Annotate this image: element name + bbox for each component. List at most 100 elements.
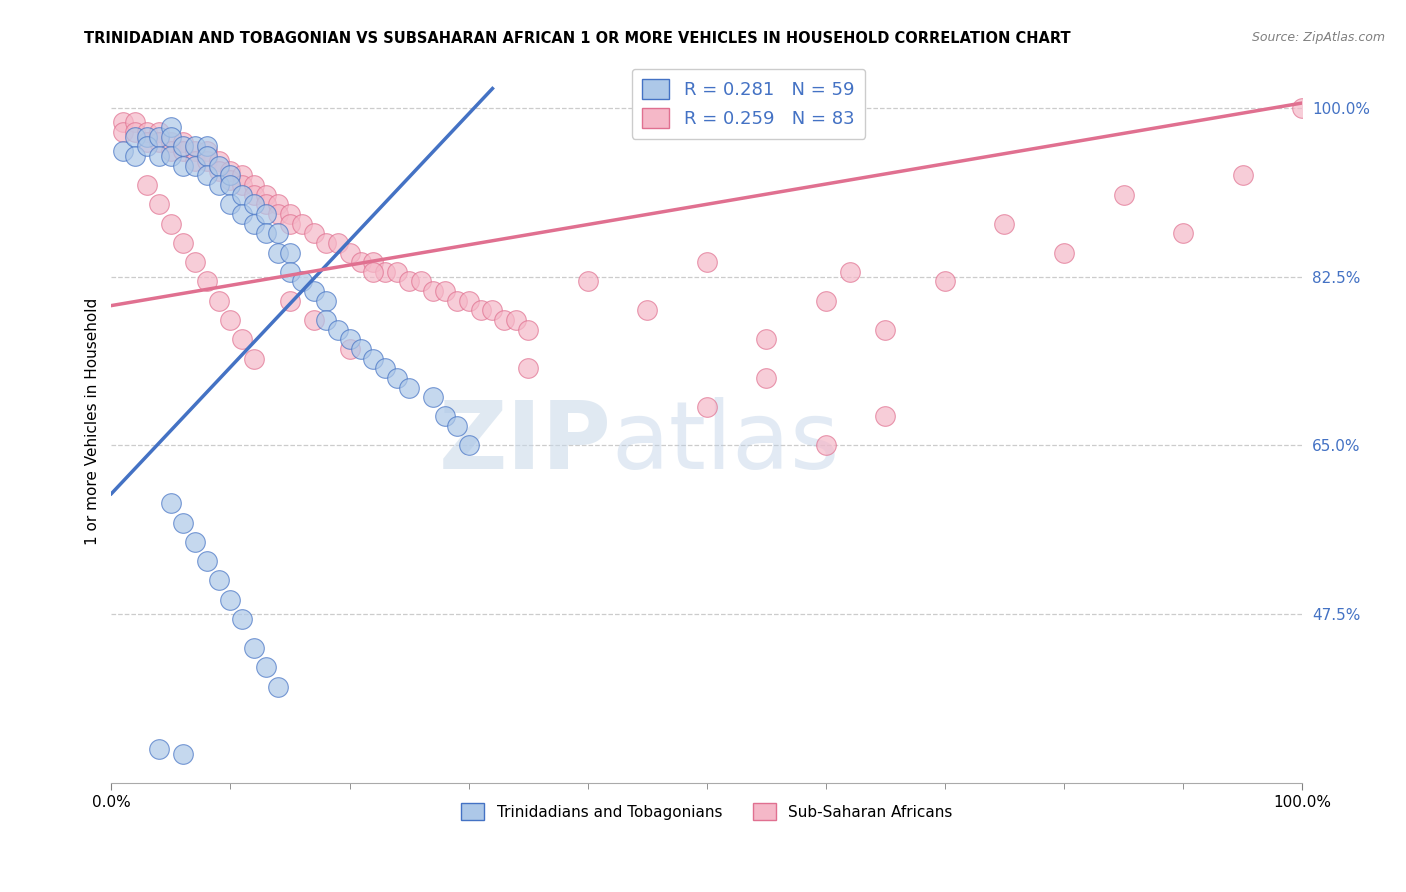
Point (1291, 101, 1313, 115)
Point (1112, 187, 1135, 202)
Text: ZIP: ZIP (439, 397, 612, 489)
Point (422, 284, 444, 298)
Text: TRINIDADIAN AND TOBAGONIAN VS SUBSAHARAN AFRICAN 1 OR MORE VEHICLES IN HOUSEHOLD: TRINIDADIAN AND TOBAGONIAN VS SUBSAHARAN… (84, 31, 1071, 46)
Text: atlas: atlas (612, 397, 839, 489)
Point (278, 217, 301, 231)
Point (409, 275, 432, 289)
Point (148, 125, 170, 139)
Point (339, 245, 361, 260)
Point (184, 255, 207, 269)
Point (195, 554, 218, 568)
Point (398, 380, 420, 394)
Point (387, 371, 409, 385)
Point (446, 419, 468, 434)
Point (470, 303, 492, 318)
Point (219, 169, 242, 183)
Point (993, 217, 1015, 231)
Point (1232, 169, 1254, 183)
Point (231, 187, 253, 202)
Point (219, 178, 242, 192)
Point (243, 178, 266, 192)
Point (243, 351, 266, 366)
Point (875, 409, 897, 424)
Point (124, 125, 146, 139)
Point (231, 178, 253, 192)
Point (195, 149, 218, 163)
Point (494, 313, 516, 327)
Point (112, 125, 135, 139)
Point (278, 207, 301, 221)
Point (231, 332, 253, 346)
Point (243, 187, 266, 202)
Point (112, 145, 135, 159)
Point (457, 438, 479, 452)
Point (446, 293, 468, 308)
Point (838, 265, 860, 279)
Point (814, 293, 837, 308)
Point (243, 640, 266, 655)
Point (696, 255, 718, 269)
Point (254, 187, 277, 202)
Point (254, 660, 277, 674)
Point (160, 135, 183, 149)
Point (148, 742, 170, 756)
Point (219, 592, 242, 607)
Point (207, 163, 229, 178)
Point (814, 438, 837, 452)
Point (254, 226, 277, 240)
Point (481, 303, 503, 318)
Point (433, 409, 456, 424)
Point (195, 145, 218, 159)
Point (207, 178, 229, 192)
Point (184, 145, 207, 159)
Point (302, 226, 325, 240)
Point (387, 265, 409, 279)
Point (160, 496, 183, 510)
Point (148, 135, 170, 149)
Point (172, 135, 194, 149)
Point (374, 361, 396, 376)
Point (243, 197, 266, 211)
Point (267, 197, 290, 211)
Point (517, 323, 540, 337)
Point (136, 178, 159, 192)
Point (875, 323, 897, 337)
Point (291, 275, 314, 289)
Point (184, 139, 207, 153)
Point (172, 235, 194, 250)
Point (184, 535, 207, 549)
Point (195, 139, 218, 153)
Point (148, 197, 170, 211)
Point (457, 293, 479, 308)
Point (339, 332, 361, 346)
Point (172, 159, 194, 173)
Point (636, 303, 658, 318)
Point (195, 153, 218, 168)
Point (267, 245, 290, 260)
Point (267, 207, 290, 221)
Point (278, 293, 301, 308)
Point (219, 173, 242, 187)
Point (267, 226, 290, 240)
Point (136, 135, 159, 149)
Point (172, 516, 194, 530)
Point (302, 284, 325, 298)
Point (231, 612, 253, 626)
Point (267, 680, 290, 694)
Point (136, 125, 159, 139)
Point (254, 197, 277, 211)
Point (160, 129, 183, 144)
Point (160, 120, 183, 135)
Point (243, 217, 266, 231)
Point (172, 145, 194, 159)
Point (433, 284, 456, 298)
Point (291, 217, 314, 231)
Point (124, 129, 146, 144)
Point (350, 255, 373, 269)
Point (350, 342, 373, 356)
Point (184, 153, 207, 168)
Point (755, 371, 778, 385)
Point (363, 265, 385, 279)
Point (363, 255, 385, 269)
Point (172, 139, 194, 153)
